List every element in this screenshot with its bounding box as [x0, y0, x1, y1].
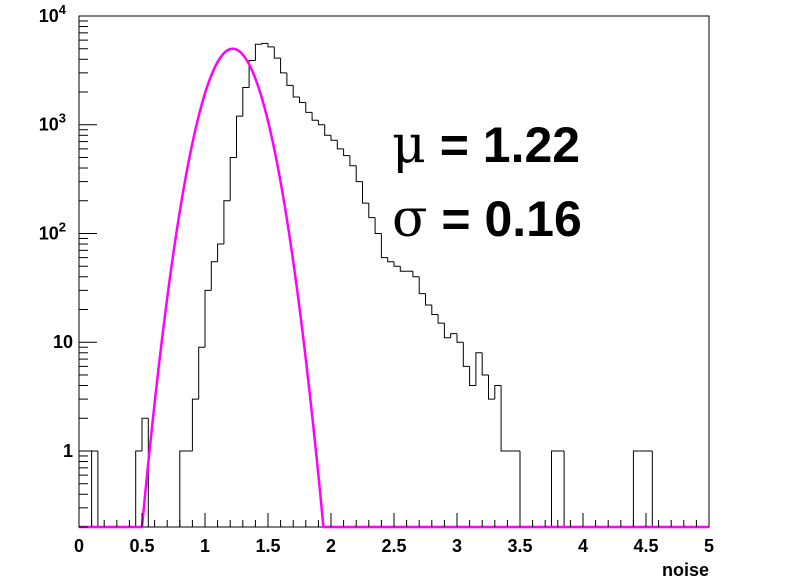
y-tick-label: 1 [63, 441, 73, 461]
histogram-bin [494, 385, 502, 400]
x-tick-label: 5 [704, 536, 714, 556]
x-axis: 0 0.5 1 1.5 2 2.5 3 3.5 4 4.5 5 [74, 513, 714, 556]
histogram-bin [330, 135, 338, 141]
mu-symbol: μ [392, 115, 426, 175]
histogram-bin [355, 165, 363, 183]
histogram-bin [229, 156, 237, 201]
svg-text:μ = 1.22: μ = 1.22 [392, 115, 580, 175]
histogram-bin [380, 233, 388, 259]
histogram-bin [97, 450, 105, 528]
histogram-bin [299, 96, 306, 104]
histogram-bin [393, 261, 401, 267]
histogram-bin [267, 43, 275, 48]
histogram-bin [223, 200, 231, 245]
histogram-bin [412, 271, 420, 278]
histogram-bin [469, 366, 476, 387]
x-tick-label: 4 [578, 536, 588, 556]
histogram-bin [292, 85, 300, 98]
histogram-bin [261, 42, 268, 45]
histogram-bin [488, 374, 495, 400]
histogram-bin [349, 155, 357, 167]
x-tick-label: 3.5 [507, 536, 532, 556]
histogram-bin [374, 217, 382, 234]
histogram-bin [632, 450, 640, 527]
histogram-bin [317, 120, 325, 126]
histogram-bin [217, 243, 224, 262]
x-axis-label: noise [662, 560, 709, 580]
svg-text:σ = 0.16: σ = 0.16 [392, 189, 582, 249]
histogram-bin [273, 46, 281, 59]
histogram-bin [475, 352, 483, 386]
histogram-bin [311, 112, 319, 121]
histogram-bin [362, 181, 369, 204]
histogram-bin [519, 450, 527, 528]
x-tick-label: 1 [200, 536, 210, 556]
x-tick-label: 0 [74, 536, 84, 556]
y-tick-label: 102 [39, 219, 66, 243]
histogram-bin [141, 417, 149, 451]
histogram-bin [462, 342, 470, 367]
histogram-bin [387, 257, 394, 263]
histogram-bin [551, 450, 558, 527]
histogram-bin [563, 450, 571, 528]
sigma-symbol: σ [392, 189, 428, 249]
x-tick-label: 0.5 [129, 536, 154, 556]
histogram-bin [343, 148, 350, 157]
sigma-value-text: = 0.16 [428, 191, 582, 247]
histogram-bin [443, 323, 451, 339]
histogram-bin [286, 72, 294, 86]
y-tick-label: 103 [39, 111, 66, 135]
histogram-bin [481, 352, 489, 376]
histogram-bin [248, 59, 256, 88]
mean-value-text: = 1.22 [426, 117, 580, 173]
histogram-bin [368, 203, 376, 219]
histogram-bin [399, 266, 407, 272]
histogram-bin [336, 140, 344, 150]
histogram-bin [179, 450, 187, 527]
histogram-bin [450, 333, 457, 338]
histogram-bin [242, 87, 250, 117]
histogram-bin [324, 124, 331, 136]
x-tick-label: 2 [326, 536, 336, 556]
y-tick-label: 104 [39, 2, 67, 26]
x-tick-label: 1.5 [255, 536, 280, 556]
x-tick-label: 3 [452, 536, 462, 556]
mean-annotation: μ = 1.22 [392, 115, 580, 175]
y-tick-label: 10 [53, 332, 73, 352]
histogram-bin [280, 58, 287, 74]
histogram-bin [500, 385, 508, 452]
histogram-bin [431, 305, 439, 315]
histogram-bin [210, 261, 218, 291]
histogram-bin [91, 450, 98, 527]
histogram-bin [135, 450, 142, 527]
histogram-bin [456, 333, 464, 343]
histogram-bin [198, 346, 205, 400]
histogram-bin [236, 115, 243, 158]
histogram-bin [254, 43, 262, 61]
y-axis: 1 10 102 103 104 [39, 2, 97, 528]
histogram-bin [418, 276, 426, 295]
histogram-bin [437, 314, 445, 324]
histogram-bin [204, 289, 212, 348]
x-tick-label: 2.5 [381, 536, 406, 556]
histogram-bin [305, 102, 313, 113]
plot-frame [78, 15, 710, 528]
x-tick-label: 4.5 [633, 536, 658, 556]
histogram-bin [191, 398, 199, 451]
sigma-annotation: σ = 0.16 [392, 189, 582, 249]
histogram-bin [651, 450, 659, 528]
histogram-bin [425, 293, 432, 306]
